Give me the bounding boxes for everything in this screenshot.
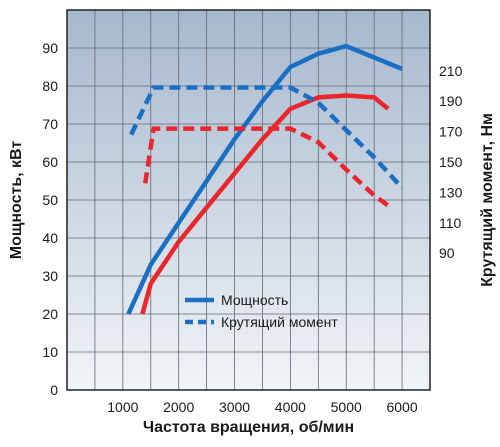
y-tick-label-left: 10: [42, 344, 58, 360]
y-axis-title-left: Мощность, кВт: [8, 141, 25, 260]
x-axis-title: Частота вращения, об/мин: [143, 419, 354, 436]
y-tick-label-right: 110: [439, 215, 462, 231]
y-tick-label-right: 210: [439, 63, 463, 79]
y-tick-label-right: 90: [439, 245, 455, 261]
y-tick-label-left: 50: [42, 192, 58, 208]
grid-lines: [67, 10, 430, 390]
y-tick-label-right: 190: [439, 93, 463, 109]
y-tick-label-right: 170: [439, 124, 463, 140]
series-layer: [126, 43, 404, 315]
x-tick-label: 2000: [163, 399, 194, 415]
y-tick-label-left: 20: [42, 306, 58, 322]
x-tick-label: 6000: [386, 399, 417, 415]
y-tick-label-right: 130: [439, 184, 463, 200]
y-tick-label-left: 40: [42, 230, 58, 246]
legend: Мощность Крутящий момент: [185, 292, 338, 330]
x-tick-label: 1000: [107, 399, 138, 415]
tick-labels: 1000 2000 3000 4000 5000 6000 0 10 20 30 40 50 60 70 8…: [42, 40, 462, 415]
legend-label-torque: Крутящий момент: [221, 314, 338, 330]
x-tick-label: 5000: [331, 399, 362, 415]
y-tick-label-right: 150: [439, 154, 463, 170]
y-tick-label-left: 90: [42, 40, 58, 56]
y-tick-label-left: 30: [42, 268, 58, 284]
y-tick-label-left: 60: [42, 154, 58, 170]
power-curve-red: [140, 93, 390, 315]
y-tick-label-left: 0: [50, 382, 58, 398]
torque-curve-blue: [129, 85, 404, 190]
y-tick-label-left: 80: [42, 78, 58, 94]
torque-curve-red: [142, 126, 393, 210]
legend-label-power: Мощность: [221, 292, 288, 308]
plot-frame: [66, 9, 431, 391]
power-curve-blue: [126, 43, 403, 315]
x-tick-label: 3000: [219, 399, 250, 415]
y-tick-label-left: 70: [42, 116, 58, 132]
x-tick-label: 4000: [275, 399, 306, 415]
y-axis-title-right: Крутящий момент, Нм: [479, 113, 496, 287]
